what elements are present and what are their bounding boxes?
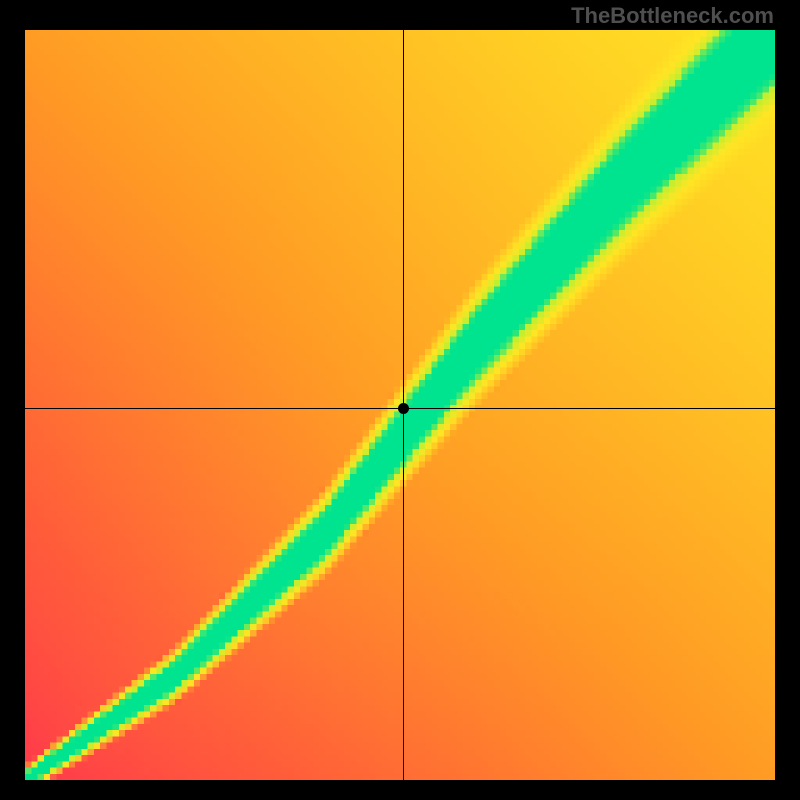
watermark-text: TheBottleneck.com xyxy=(571,3,774,29)
